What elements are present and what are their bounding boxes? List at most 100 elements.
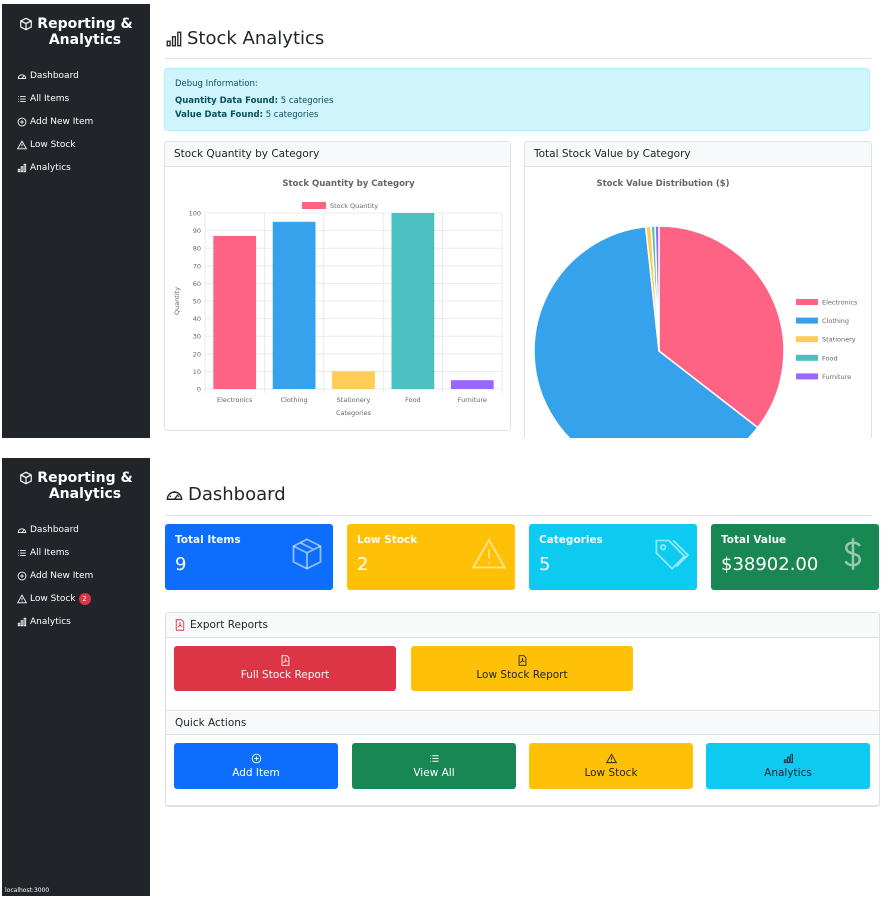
sidebar-item-dashboard[interactable]: Dashboard xyxy=(2,518,150,541)
pie-slice xyxy=(533,225,759,438)
debug-alert: Debug Information: Quantity Data Found: … xyxy=(164,68,870,131)
legend-swatch xyxy=(796,317,818,324)
sidebar-item-label: Add New Item xyxy=(30,116,94,127)
y-tick-label: 80 xyxy=(193,245,201,253)
value-pie-chart: Stock Value Distribution ($) Electronics C… xyxy=(533,179,858,438)
x-tick-label: Furniture xyxy=(458,396,487,404)
stat-card-total-value: Total Value $38902.00 xyxy=(711,524,879,590)
analytics-button[interactable]: Analytics xyxy=(706,743,870,789)
pie-slice xyxy=(654,225,660,352)
debug-value-label: Value Data Found: xyxy=(175,110,263,120)
debug-value-value: 5 categories xyxy=(265,110,319,120)
box-icon xyxy=(20,471,33,485)
stat-value: $38902.00 xyxy=(721,554,819,575)
chart-title: Stock Value Distribution ($) xyxy=(596,179,729,189)
sidebar-item-dashboard[interactable]: Dashboard xyxy=(2,64,150,87)
stat-card-total-items: Total Items 9 xyxy=(165,524,333,590)
low-stock-badge: 2 xyxy=(78,592,91,605)
y-tick-label: 30 xyxy=(193,333,201,341)
sidebar-item-add-new-item[interactable]: Add New Item xyxy=(2,564,150,587)
sidebar: Reporting & Analytics Dashboard All Items… xyxy=(2,4,150,438)
page-title-text: Stock Analytics xyxy=(187,28,325,49)
bar-chart-icon xyxy=(166,31,182,46)
stat-value: 2 xyxy=(357,554,369,575)
button-label: Add Item xyxy=(232,766,280,779)
sidebar-item-analytics[interactable]: Analytics xyxy=(2,610,150,633)
status-url: localhost:3000 xyxy=(5,887,50,894)
low-stock-report-button[interactable]: Low Stock Report xyxy=(411,646,633,691)
title-divider xyxy=(165,515,871,516)
y-tick-label: 90 xyxy=(193,227,201,235)
bar xyxy=(272,221,316,389)
list-icon xyxy=(429,754,439,762)
sidebar-item-label: All Items xyxy=(30,93,70,104)
button-label: Analytics xyxy=(764,766,812,779)
legend-swatch xyxy=(302,202,326,209)
y-tick-label: 40 xyxy=(193,315,201,323)
view-all-button[interactable]: View All xyxy=(352,743,516,789)
sidebar-item-label: Dashboard xyxy=(30,70,79,81)
main-content: Stock Analytics Debug Information: Quant… xyxy=(150,4,884,438)
sidebar-item-low-stock[interactable]: Low Stock 2 xyxy=(2,587,150,610)
y-tick-label: 10 xyxy=(193,368,201,376)
bar xyxy=(450,380,494,389)
stat-label: Total Items xyxy=(175,534,241,546)
warning-triangle-icon xyxy=(17,139,27,149)
main-content: Dashboard Total Items 9 Low Stock 2 Cate… xyxy=(150,458,884,896)
full-stock-report-button[interactable]: Full Stock Report xyxy=(174,646,396,691)
x-axis-label: Categories xyxy=(336,409,372,417)
y-axis-label: Quantity xyxy=(173,287,181,315)
speedometer-icon xyxy=(17,73,27,79)
quick-actions-header: Quick Actions xyxy=(166,710,879,735)
legend-label: Stationery xyxy=(822,336,856,344)
sidebar-item-all-items[interactable]: All Items xyxy=(2,87,150,110)
low-stock-button[interactable]: Low Stock xyxy=(529,743,693,789)
y-tick-label: 60 xyxy=(193,280,201,288)
page-title: Dashboard xyxy=(165,484,286,505)
plus-circle-icon xyxy=(17,571,27,580)
pdf-file-icon xyxy=(175,619,185,631)
sidebar-item-all-items[interactable]: All Items xyxy=(2,541,150,564)
legend-swatch xyxy=(796,299,818,305)
stat-value: 5 xyxy=(539,554,551,575)
bar-chart-icon xyxy=(17,163,27,172)
quantity-bar-chart: Stock Quantity by Category Stock Quantity… xyxy=(173,179,503,417)
warning-triangle-icon xyxy=(17,593,27,603)
sidebar-item-analytics[interactable]: Analytics xyxy=(2,156,150,179)
legend-label: Stock Quantity xyxy=(330,202,378,210)
button-label: Full Stock Report xyxy=(240,669,330,681)
brand-line-1: Reporting & xyxy=(37,16,133,32)
value-chart-card: Total Stock Value by Category Stock Valu… xyxy=(524,141,872,438)
quantity-chart-card: Stock Quantity by Category Stock Quantit… xyxy=(164,141,511,431)
x-tick-label: Clothing xyxy=(281,396,308,404)
button-label: Low Stock Report xyxy=(476,669,568,681)
y-tick-label: 0 xyxy=(197,386,201,394)
y-tick-label: 100 xyxy=(189,210,201,218)
warning-triangle-icon xyxy=(605,752,617,763)
add-item-button[interactable]: Add Item xyxy=(174,743,338,789)
pdf-file-icon xyxy=(281,655,289,666)
sidebar-nav: Dashboard All Items Add New Item Low Sto… xyxy=(2,64,150,179)
sidebar-item-add-new-item[interactable]: Add New Item xyxy=(2,110,150,133)
debug-quantity-value: 5 categories xyxy=(280,96,334,106)
brand-line-1: Reporting & xyxy=(37,470,133,486)
sidebar-item-low-stock[interactable]: Low Stock xyxy=(2,133,150,156)
x-tick-label: Stationery xyxy=(337,396,371,404)
y-tick-label: 20 xyxy=(193,350,201,358)
stat-value: 9 xyxy=(175,554,187,575)
sidebar-item-label: Analytics xyxy=(30,162,71,173)
sidebar-item-label: Add New Item xyxy=(30,570,94,581)
brand-line-2: Analytics xyxy=(48,32,122,48)
value-card-header: Total Stock Value by Category xyxy=(525,142,871,167)
pie-slice xyxy=(658,225,785,429)
legend-swatch xyxy=(796,373,818,380)
export-title: Export Reports xyxy=(190,619,268,631)
speedometer-icon xyxy=(166,491,183,500)
sidebar-item-label: Low Stock xyxy=(30,593,76,604)
stat-card-categories: Categories 5 xyxy=(529,524,697,590)
quantity-card-header: Stock Quantity by Category xyxy=(165,142,510,167)
plus-circle-icon xyxy=(251,753,261,763)
quick-actions-title: Quick Actions xyxy=(175,716,247,729)
sidebar-item-label: Low Stock xyxy=(30,139,76,150)
tags-icon xyxy=(655,539,689,570)
